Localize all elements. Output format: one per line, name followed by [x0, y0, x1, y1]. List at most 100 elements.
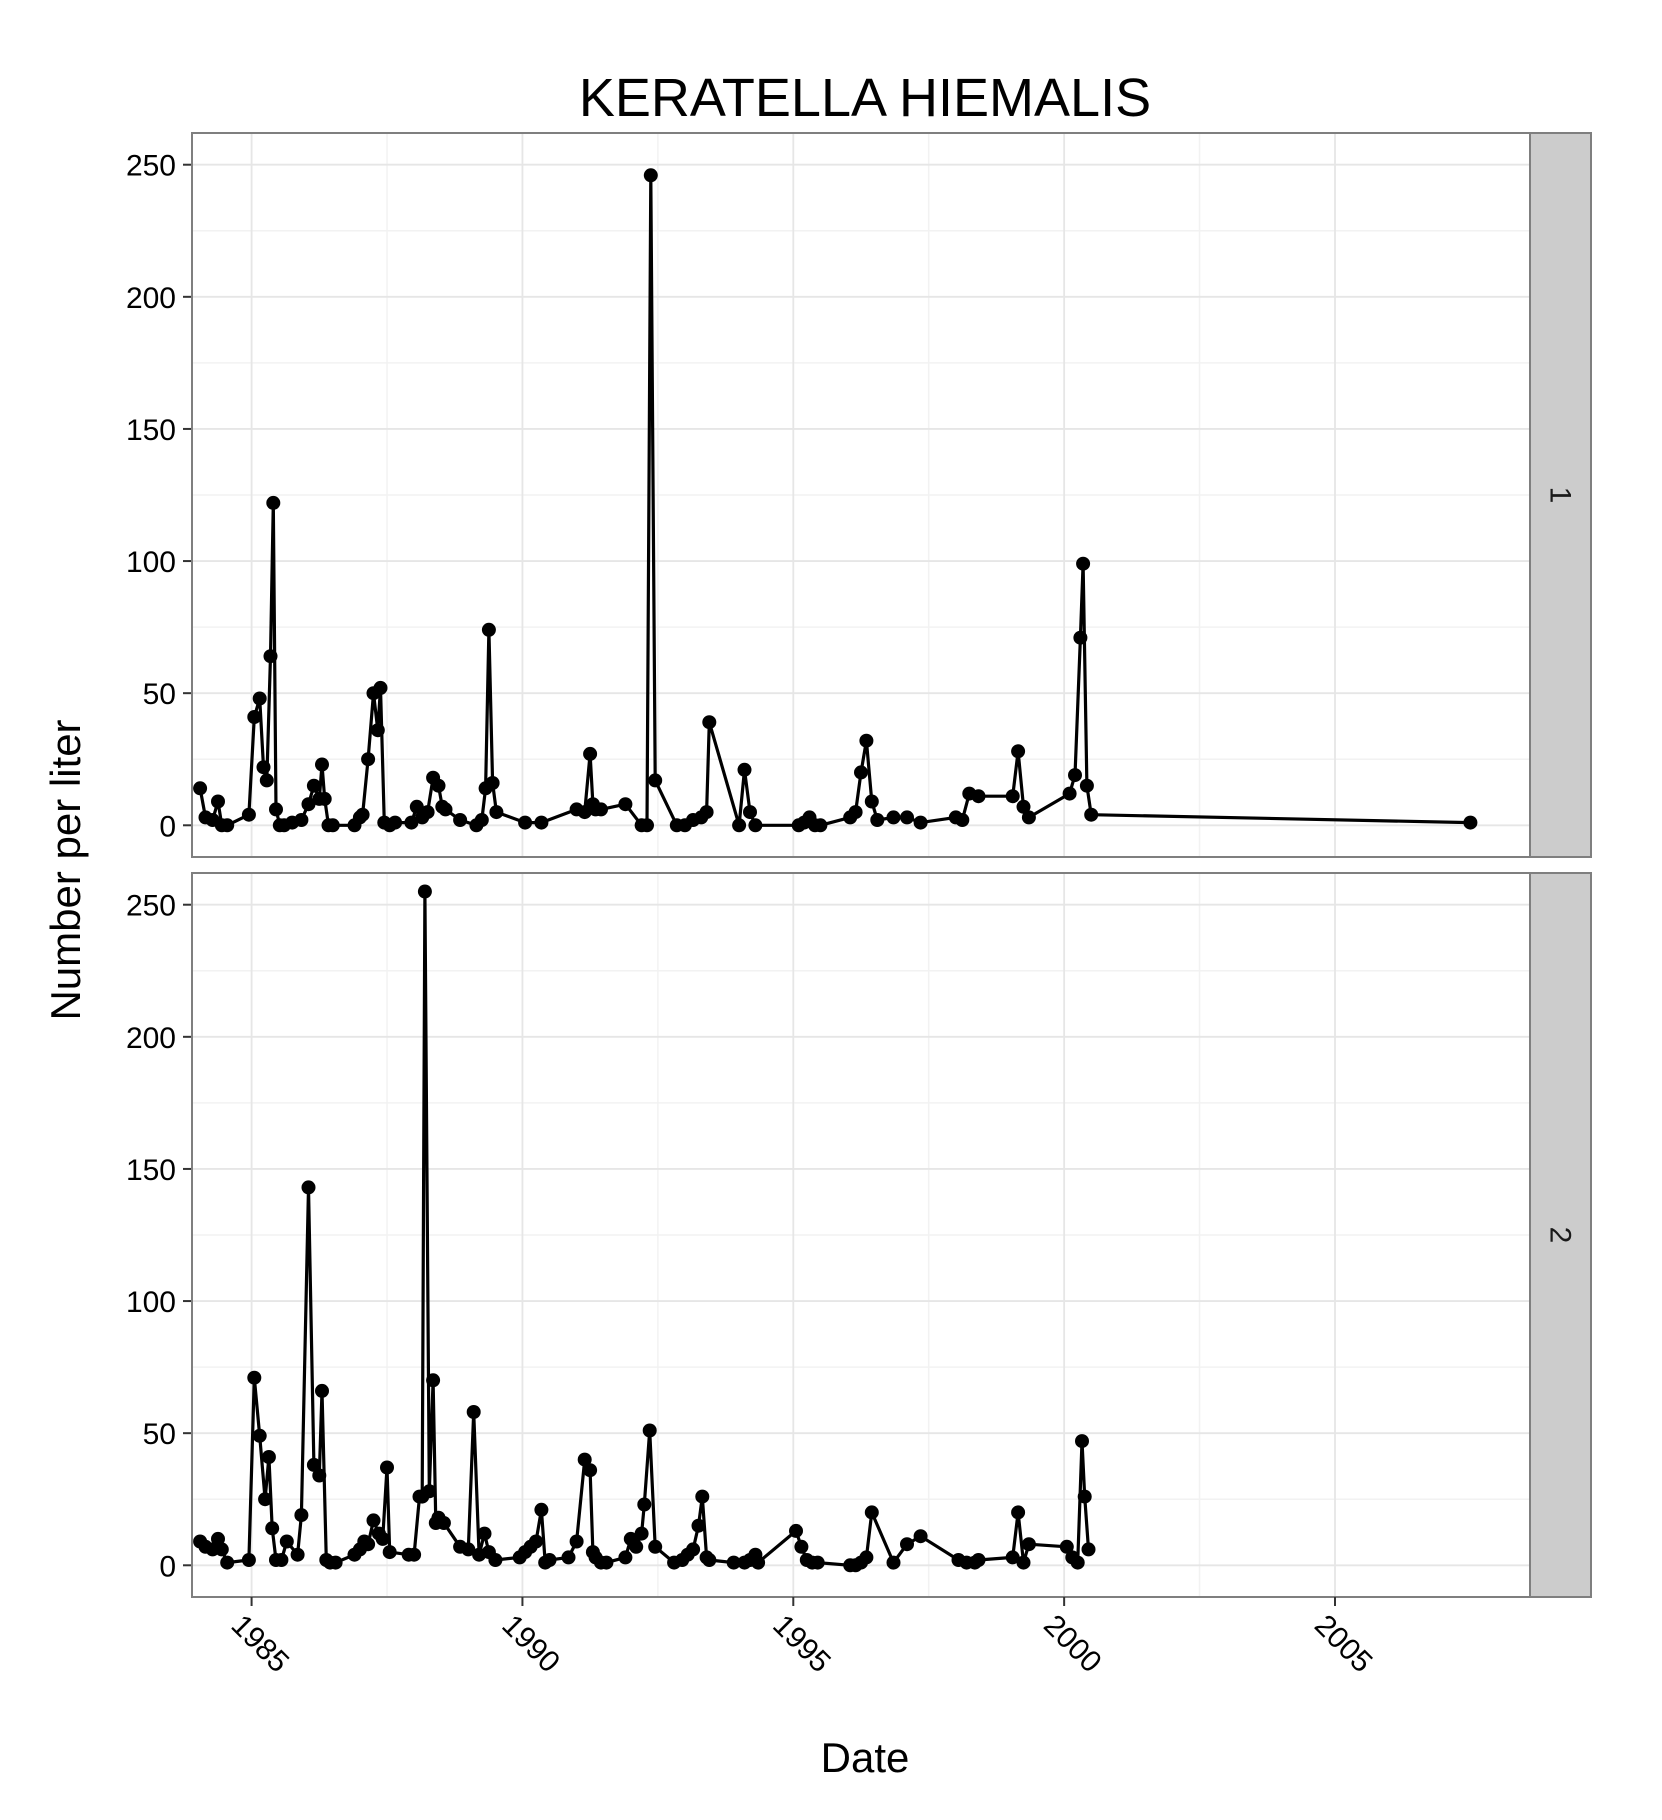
data-point: [373, 680, 388, 695]
data-point: [265, 1521, 280, 1536]
data-point: [306, 778, 321, 793]
data-point: [695, 1489, 710, 1504]
y-tick-label: 150: [126, 1154, 176, 1187]
data-point: [431, 778, 446, 793]
data-point: [1021, 1537, 1036, 1552]
y-tick-label: 250: [126, 890, 176, 923]
data-point: [577, 1452, 592, 1467]
data-point: [485, 776, 500, 790]
data-point: [913, 1529, 928, 1544]
data-point: [634, 1526, 649, 1541]
facet-strip-label: 1: [1544, 487, 1577, 504]
data-point: [794, 1539, 809, 1554]
data-point: [252, 691, 267, 706]
data-point: [370, 723, 385, 738]
data-point: [848, 805, 863, 820]
y-axis-title: Number per liter: [42, 719, 89, 1020]
data-point: [279, 1534, 294, 1549]
data-point: [643, 168, 658, 183]
data-point: [315, 1383, 329, 1398]
data-point: [599, 1555, 614, 1570]
x-axis-title: Date: [821, 1734, 910, 1781]
facet-panel-2: 0 50 100 150 200 250 2: [126, 872, 1592, 1598]
data-point: [640, 818, 654, 833]
data-point: [529, 1534, 543, 1549]
data-point: [211, 794, 225, 809]
data-point: [355, 807, 370, 822]
data-point: [629, 1539, 644, 1554]
data-point: [474, 813, 489, 827]
data-point: [813, 818, 828, 833]
data-point: [702, 715, 717, 730]
data-point: [913, 815, 928, 830]
data-point: [1073, 630, 1088, 645]
data-point: [1463, 815, 1478, 830]
data-point: [686, 1542, 701, 1557]
data-point: [1076, 556, 1091, 571]
data-point: [214, 1542, 229, 1557]
data-point: [534, 1502, 549, 1517]
data-point: [290, 1547, 305, 1562]
data-point: [583, 1463, 598, 1478]
data-point: [1075, 1434, 1089, 1449]
y-tick-label: 100: [126, 546, 176, 579]
data-point: [1079, 778, 1094, 793]
data-point: [409, 799, 424, 814]
data-point: [583, 746, 598, 761]
data-point: [301, 1180, 316, 1195]
data-point: [259, 773, 274, 788]
data-point: [859, 1550, 874, 1565]
data-point: [1084, 807, 1099, 822]
data-point: [241, 807, 256, 822]
data-point: [361, 752, 376, 767]
data-point: [466, 1405, 481, 1419]
data-point: [699, 805, 714, 820]
data-point: [317, 791, 332, 806]
data-point: [1021, 810, 1036, 825]
data-point: [971, 789, 986, 804]
y-tick-label: 100: [126, 1286, 176, 1319]
y-tick-label: 0: [159, 810, 176, 843]
data-point: [748, 818, 763, 833]
facet-strip: [1529, 872, 1592, 1598]
data-point: [1011, 744, 1026, 759]
data-point: [971, 1553, 986, 1567]
y-tick-label: 250: [126, 150, 176, 183]
data-point: [1077, 1489, 1092, 1504]
data-point: [266, 495, 281, 510]
data-point: [854, 765, 868, 780]
data-point: [594, 802, 608, 817]
data-point: [366, 1513, 381, 1528]
data-point: [407, 1547, 422, 1562]
data-point: [1081, 1542, 1096, 1557]
data-point: [380, 1460, 394, 1475]
facet-panels: 0 50 100 150 200 250 1 0 50 100 150 200 250 2: [126, 132, 1592, 1598]
data-point: [361, 1537, 376, 1552]
data-point: [702, 1553, 717, 1567]
data-point: [859, 733, 874, 748]
data-point: [642, 1423, 657, 1438]
data-point: [263, 649, 278, 664]
data-point: [301, 797, 316, 812]
data-point: [743, 805, 757, 820]
y-tick-label: 200: [126, 1022, 176, 1055]
facet-panel-1: 0 50 100 150 200 250 1: [126, 132, 1592, 858]
data-point: [461, 1542, 476, 1557]
data-point: [312, 1468, 327, 1483]
data-point: [306, 1457, 321, 1472]
data-point: [955, 813, 970, 827]
data-point: [193, 781, 208, 796]
data-point: [886, 1555, 901, 1570]
data-point: [325, 818, 340, 833]
data-point: [1070, 1555, 1085, 1570]
y-tick-label: 200: [126, 282, 176, 315]
data-point: [618, 797, 633, 812]
y-tick-label: 50: [143, 678, 176, 711]
data-point: [1059, 1539, 1074, 1554]
data-point: [258, 1492, 273, 1507]
data-point: [388, 815, 403, 830]
data-point: [726, 1555, 741, 1570]
data-point: [737, 762, 752, 777]
data-point: [542, 1553, 557, 1567]
data-point: [294, 813, 309, 827]
